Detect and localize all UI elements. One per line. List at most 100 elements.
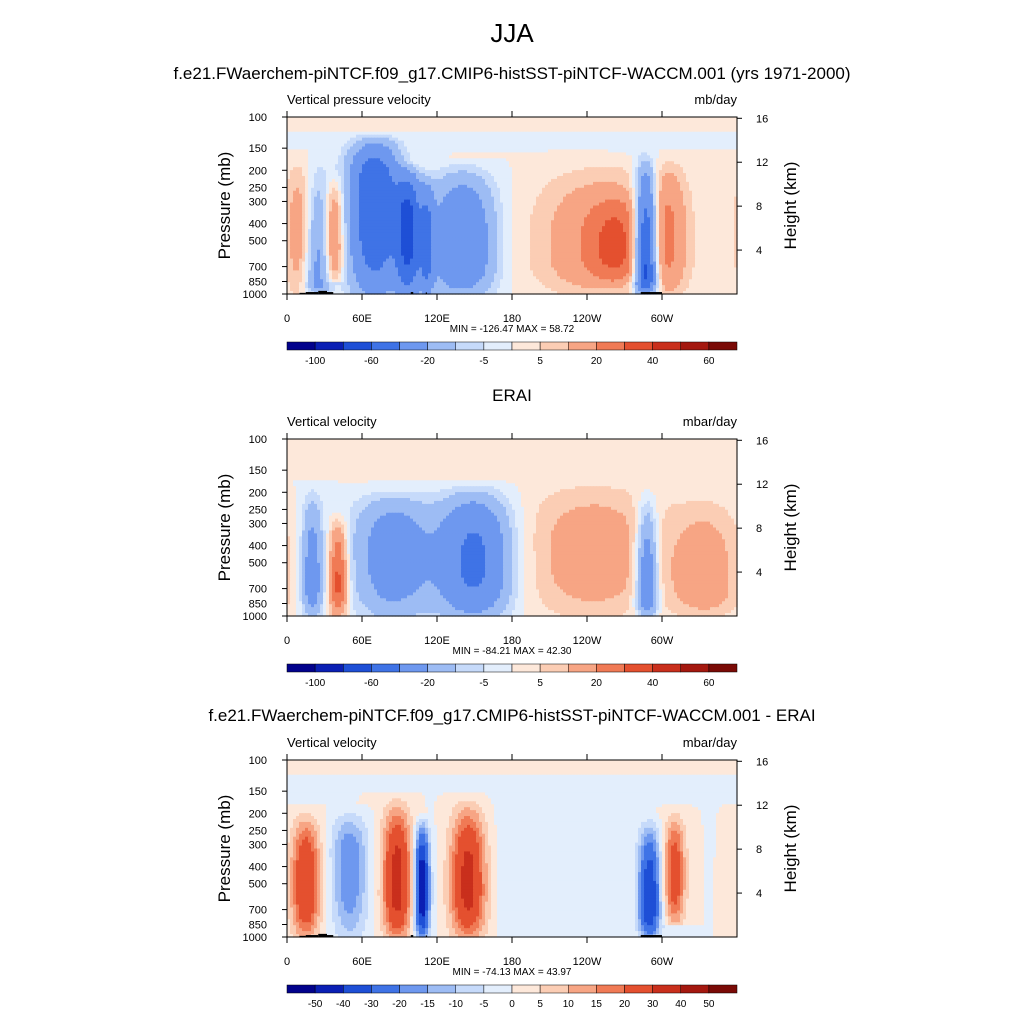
field-cell [494, 158, 498, 162]
field-cell [440, 134, 444, 139]
field-cell [734, 143, 738, 148]
field-cell [650, 134, 654, 139]
field-cell [452, 128, 456, 133]
field-cell [668, 155, 672, 159]
field-cell [293, 117, 297, 121]
field-cell [461, 131, 465, 136]
field-cell [587, 146, 591, 151]
field-cell [443, 128, 447, 133]
field-cell [485, 152, 489, 156]
field-cell [545, 134, 549, 139]
field-cell [482, 143, 486, 148]
field-cell [479, 140, 483, 145]
field-cell [578, 125, 582, 130]
field-cell [734, 117, 738, 121]
field-cell [626, 161, 630, 165]
field-cell [488, 152, 492, 156]
field-cell [587, 143, 591, 148]
field-cell [422, 128, 426, 133]
field-cell [524, 119, 528, 124]
field-cell [671, 122, 675, 127]
field-cell [389, 161, 393, 165]
field-cell [314, 140, 318, 145]
field-cell [320, 170, 324, 174]
field-cell [404, 167, 408, 171]
field-cell [701, 161, 705, 165]
field-cell [518, 152, 522, 156]
field-cell [380, 122, 384, 127]
field-cell [434, 125, 438, 130]
field-cell [731, 128, 735, 133]
field-cell [407, 125, 411, 130]
field-cell [614, 164, 618, 168]
field-cell [362, 137, 366, 142]
field-cell [596, 164, 600, 168]
field-cell [455, 158, 459, 162]
field-cell [665, 143, 669, 148]
field-cell [305, 119, 309, 124]
field-cell [422, 149, 426, 153]
field-cell [467, 122, 471, 127]
field-cell [407, 137, 411, 142]
field-cell [641, 158, 645, 162]
field-cell [320, 167, 324, 171]
field-cell [452, 170, 456, 174]
field-cell [377, 128, 381, 133]
field-cell [731, 161, 735, 165]
field-cell [488, 119, 492, 124]
field-cell [344, 146, 348, 151]
field-cell [368, 125, 372, 130]
field-cell [401, 134, 405, 139]
field-cell [491, 131, 495, 136]
field-cell [530, 137, 534, 142]
field-cell [641, 128, 645, 133]
field-cell [506, 152, 510, 156]
field-cell [476, 143, 480, 148]
field-cell [488, 164, 492, 168]
field-cell [326, 134, 330, 139]
field-cell [494, 167, 498, 171]
field-cell [506, 158, 510, 162]
field-cell [296, 140, 300, 145]
field-cell [308, 140, 312, 145]
field-cell [359, 143, 363, 148]
field-cell [536, 131, 540, 136]
field-cell [365, 140, 369, 145]
field-cell [458, 137, 462, 142]
field-cell [380, 146, 384, 151]
field-cell [443, 149, 447, 153]
field-cell [581, 167, 585, 171]
field-cell [392, 161, 396, 165]
field-cell [488, 134, 492, 139]
field-cell [476, 152, 480, 156]
field-cell [725, 161, 729, 165]
field-cell [506, 161, 510, 165]
field-cell [467, 152, 471, 156]
field-cell [434, 170, 438, 174]
field-cell [695, 134, 699, 139]
field-cell [716, 134, 720, 139]
field-cell [617, 140, 621, 145]
field-cell [626, 167, 630, 171]
field-cell [320, 152, 324, 156]
field-cell [389, 140, 393, 145]
field-cell [380, 134, 384, 139]
field-cell [518, 128, 522, 133]
field-cell [527, 152, 531, 156]
field-cell [635, 131, 639, 136]
field-cell [629, 152, 633, 156]
field-cell [422, 170, 426, 174]
field-cell [593, 140, 597, 145]
field-cell [521, 122, 525, 127]
field-cell [440, 170, 444, 174]
field-cell [326, 122, 330, 127]
field-cell [695, 122, 699, 127]
field-cell [638, 117, 642, 121]
field-cell [410, 128, 414, 133]
field-cell [452, 158, 456, 162]
field-cell [425, 155, 429, 159]
field-cell [554, 158, 558, 162]
field-cell [680, 140, 684, 145]
field-cell [431, 140, 435, 145]
field-cell [287, 146, 291, 151]
